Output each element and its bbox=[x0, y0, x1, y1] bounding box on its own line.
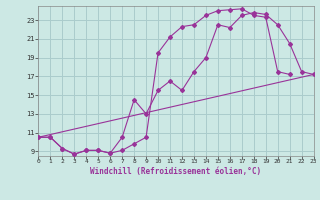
X-axis label: Windchill (Refroidissement éolien,°C): Windchill (Refroidissement éolien,°C) bbox=[91, 167, 261, 176]
